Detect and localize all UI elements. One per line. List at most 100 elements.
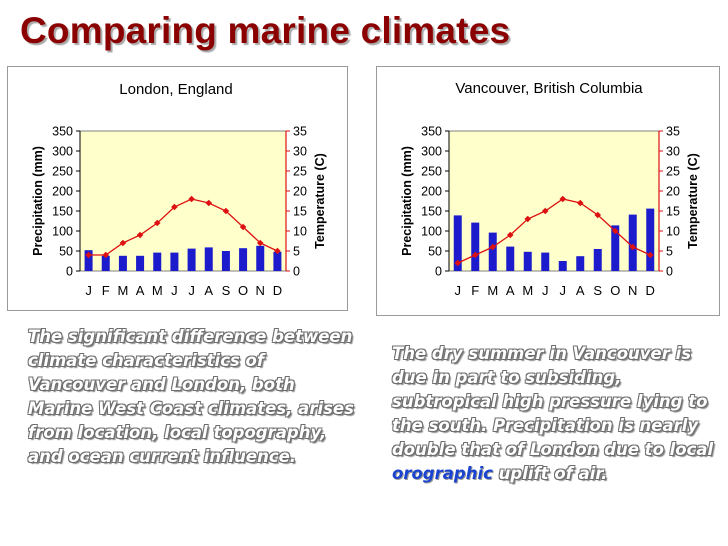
month-label: O — [238, 283, 248, 298]
right-axis-tick-label: 25 — [293, 165, 307, 179]
right-axis-tick-label: 5 — [666, 245, 673, 259]
temperature-point-2 — [489, 243, 497, 251]
month-label: M — [487, 283, 498, 298]
temperature-point-8 — [222, 207, 230, 215]
month-label: D — [646, 283, 655, 298]
temperature-point-3 — [506, 231, 514, 239]
temperature-point-11 — [274, 247, 281, 255]
london-climate-chart: London, England 0 50 100 150 200 250 300 350 0 5 10… — [31, 81, 327, 298]
left-axis-tick-label: 300 — [52, 145, 73, 159]
month-label: J — [188, 283, 195, 298]
left-axis-tick-label: 100 — [421, 225, 442, 239]
month-label: F — [102, 283, 110, 298]
right-axis-tick-label: 0 — [293, 265, 300, 279]
month-label: J — [455, 283, 462, 298]
orographic-term: orographic — [392, 464, 493, 483]
london-chart-panel: London, England 0 50 100 150 200 250 300 350 0 5 10… — [7, 66, 348, 311]
month-label: F — [471, 283, 479, 298]
left-axis-title: Precipitation (mm) — [400, 146, 414, 256]
month-label: J — [85, 283, 92, 298]
month-label: O — [610, 283, 620, 298]
month-label: M — [152, 283, 163, 298]
temperature-point-3 — [136, 231, 144, 239]
left-axis-title: Precipitation (mm) — [31, 146, 45, 256]
temperature-point-9 — [239, 223, 247, 231]
plot-area — [79, 130, 287, 272]
right-axis-tick-label: 0 — [666, 265, 673, 279]
temperature-point-5 — [171, 203, 178, 211]
temperature-point-7 — [205, 199, 213, 207]
precipitation-bar-j-0 — [453, 215, 462, 271]
left-axis-tick-label: 50 — [59, 245, 73, 259]
precipitation-bar-a-7 — [204, 247, 213, 271]
left-axis-tick-label: 350 — [52, 125, 73, 139]
left-axis-tick-label: 150 — [52, 205, 73, 219]
left-axis-tick-label: 0 — [435, 265, 442, 279]
temperature-point-10 — [256, 239, 264, 247]
left-axis-tick-label: 250 — [421, 165, 442, 179]
right-axis-tick-label: 20 — [666, 185, 680, 199]
plot-area — [448, 130, 660, 272]
month-label: N — [256, 283, 265, 298]
chart-title: London, England — [119, 81, 232, 98]
temperature-point-0 — [85, 251, 92, 259]
left-axis-tick-label: 200 — [52, 185, 73, 199]
temperature-point-0 — [454, 259, 462, 267]
precipitation-bar-n-10 — [628, 214, 637, 271]
right-axis-tick-label: 35 — [293, 125, 307, 139]
temperature-point-4 — [153, 219, 161, 227]
month-label: M — [522, 283, 533, 298]
temperature-point-1 — [471, 251, 479, 259]
month-label: D — [273, 283, 282, 298]
right-axis-title: Temperature (C) — [686, 153, 700, 249]
left-axis-tick-label: 250 — [52, 165, 73, 179]
precipitation-bar-j-5 — [541, 252, 550, 271]
month-label: J — [542, 283, 549, 298]
month-label: A — [506, 283, 515, 298]
right-axis-tick-label: 20 — [293, 185, 307, 199]
precipitation-bar-j-6 — [558, 261, 567, 271]
precipitation-bar-f-1 — [471, 222, 480, 271]
precipitation-bar-a-3 — [506, 246, 515, 271]
left-axis-tick-label: 350 — [421, 125, 442, 139]
precipitation-bar-j-0 — [84, 250, 93, 271]
precipitation-bar-n-10 — [256, 245, 265, 271]
temperature-line — [457, 198, 651, 264]
vancouver-chart-panel: Vancouver, British Columbia 0 50 100 150 200 2… — [376, 66, 720, 316]
precipitation-bar-s-8 — [593, 249, 602, 271]
month-label: S — [222, 283, 231, 298]
vancouver-climate-chart: Vancouver, British Columbia0501001502002… — [400, 80, 700, 298]
precipitation-bar-o-9 — [611, 225, 620, 271]
precipitation-bar-m-2 — [118, 255, 127, 271]
precipitation-bar-o-9 — [239, 248, 248, 271]
precipitation-bar-m-2 — [488, 232, 497, 271]
temperature-point-6 — [188, 195, 195, 203]
right-axis-tick-label: 35 — [666, 125, 680, 139]
month-label: M — [117, 283, 128, 298]
right-axis-tick-label: 15 — [293, 205, 307, 219]
precipitation-bar-j-5 — [170, 252, 179, 271]
right-axis-tick-label: 15 — [666, 205, 680, 219]
temperature-line — [88, 198, 278, 256]
left-axis-tick-label: 100 — [52, 225, 73, 239]
month-label: J — [171, 283, 178, 298]
left-axis-tick-label: 200 — [421, 185, 442, 199]
vancouver-dry-summer-caption: The dry summer in Vancouver is due in pa… — [392, 342, 728, 486]
precipitation-bar-j-6 — [187, 248, 196, 271]
month-label: N — [628, 283, 637, 298]
left-axis-tick-label: 0 — [66, 265, 73, 279]
temperature-point-2 — [119, 239, 127, 247]
precipitation-bar-s-8 — [221, 251, 230, 271]
temperature-point-1 — [102, 251, 110, 259]
month-label: A — [136, 283, 145, 298]
left-axis-tick-label: 300 — [421, 145, 442, 159]
precipitation-bar-m-4 — [523, 251, 532, 271]
left-axis-tick-label: 150 — [421, 205, 442, 219]
right-axis-tick-label: 25 — [666, 165, 680, 179]
right-axis-tick-label: 30 — [666, 145, 680, 159]
precipitation-bar-m-4 — [153, 252, 162, 271]
month-label: A — [576, 283, 585, 298]
right-axis-tick-label: 10 — [666, 225, 680, 239]
london-vancouver-comparison-caption: The significant difference between clima… — [28, 327, 354, 466]
month-label: S — [593, 283, 602, 298]
